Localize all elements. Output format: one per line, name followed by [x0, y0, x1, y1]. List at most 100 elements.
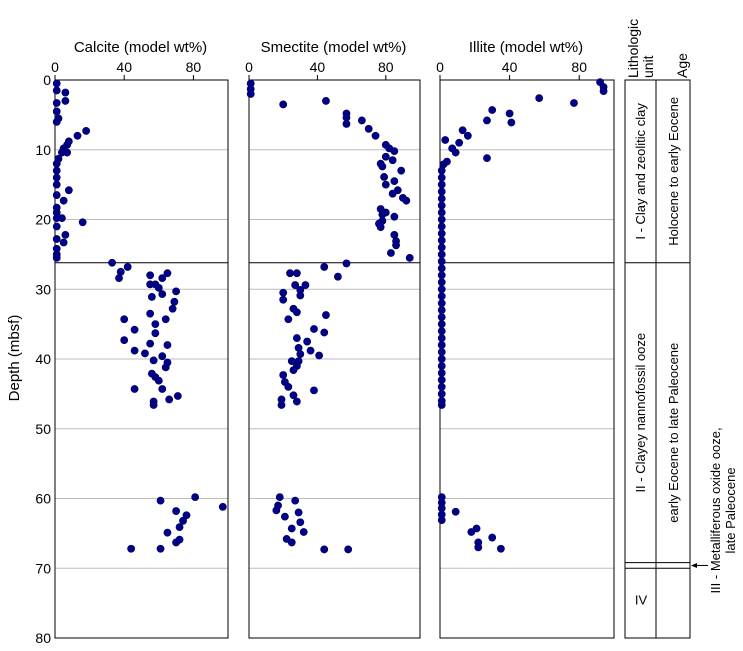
data-point: [381, 180, 390, 189]
data-point: [156, 496, 165, 505]
data-point: [218, 502, 227, 511]
data-point: [437, 341, 446, 349]
data-point: [437, 194, 446, 203]
data-point: [437, 401, 446, 409]
data-point: [437, 348, 446, 356]
data-point: [191, 493, 200, 502]
unit-2-age: early Eocene to late Paleocene: [666, 343, 681, 523]
data-point: [392, 241, 400, 250]
data-point: [284, 382, 293, 391]
data-point: [371, 131, 380, 140]
data-point: [279, 295, 288, 304]
x-tick-label: 40: [310, 59, 326, 75]
data-point: [483, 154, 491, 163]
data-point: [163, 341, 172, 349]
x-tick-label: 40: [116, 59, 132, 75]
unit-3-label-line2: late Paleocene: [723, 467, 738, 553]
data-point: [292, 308, 301, 317]
data-point: [376, 223, 385, 232]
data-point: [458, 126, 467, 135]
data-point: [296, 350, 305, 359]
data-point: [437, 208, 446, 217]
data-point: [158, 290, 167, 299]
data-point: [388, 156, 397, 165]
data-point: [52, 117, 61, 126]
data-point: [437, 292, 446, 301]
data-point: [61, 97, 70, 105]
data-point: [437, 382, 446, 391]
data-point: [182, 511, 191, 520]
data-point: [173, 392, 182, 400]
data-point: [381, 152, 390, 161]
data-point: [172, 507, 180, 515]
data-point: [287, 538, 296, 547]
data-point: [437, 222, 446, 231]
data-point: [59, 196, 68, 205]
data-point: [172, 287, 180, 296]
data-point: [61, 88, 70, 97]
data-point: [179, 516, 187, 525]
data-point: [451, 148, 460, 157]
data-point: [272, 506, 281, 515]
data-point: [474, 543, 483, 552]
data-point: [61, 230, 70, 239]
data-point: [149, 356, 158, 365]
data-point: [130, 325, 139, 334]
data-point: [334, 272, 342, 281]
data-point: [279, 371, 288, 379]
data-point: [437, 369, 446, 377]
data-point: [52, 180, 61, 189]
data-point: [441, 136, 450, 144]
data-point: [437, 187, 446, 196]
data-point: [437, 236, 446, 245]
data-point: [52, 79, 61, 88]
data-point: [310, 386, 318, 395]
panel-frame: [248, 79, 421, 639]
data-point: [130, 385, 139, 393]
x-tick-label: 80: [186, 59, 202, 75]
data-point: [437, 313, 446, 322]
data-point: [390, 212, 399, 221]
data-point: [320, 263, 329, 271]
data-point: [380, 173, 388, 181]
data-point: [158, 274, 167, 282]
data-point: [52, 191, 61, 199]
data-point: [82, 127, 91, 135]
data-point: [390, 177, 399, 186]
data-point: [463, 131, 472, 140]
data-point: [296, 518, 305, 527]
y-tick-label: 70: [35, 560, 51, 576]
data-point: [437, 166, 446, 175]
panel-smectite: Smectite (model wt%) 0 40 80: [245, 39, 421, 639]
data-point: [437, 285, 446, 294]
data-point: [287, 524, 296, 533]
data-point: [437, 320, 446, 329]
data-point: [357, 116, 366, 125]
data-point: [120, 315, 129, 324]
data-point: [163, 528, 172, 537]
data-point: [172, 538, 180, 547]
unit-1-age: Holocene to early Eocene: [666, 97, 681, 246]
data-point: [158, 385, 167, 393]
data-point: [158, 352, 167, 361]
data-point: [390, 147, 399, 156]
data-point: [151, 320, 160, 329]
lithologic-unit-header-line2: unit: [640, 55, 656, 78]
y-tick-label: 80: [35, 630, 51, 646]
data-point: [279, 288, 288, 297]
data-point: [320, 328, 329, 337]
data-point: [296, 291, 305, 300]
age-header: Age: [674, 53, 690, 78]
data-point: [52, 235, 61, 243]
data-point: [78, 218, 87, 227]
data-point: [437, 362, 446, 370]
panel-illite: Illite (model wt%) 0 40 80: [436, 39, 615, 639]
data-point: [168, 304, 177, 313]
data-point: [275, 493, 284, 502]
data-point: [64, 186, 73, 195]
data-point: [437, 173, 446, 182]
data-point: [437, 180, 446, 189]
data-point: [437, 243, 446, 252]
data-point: [108, 258, 116, 267]
data-point: [437, 229, 446, 238]
